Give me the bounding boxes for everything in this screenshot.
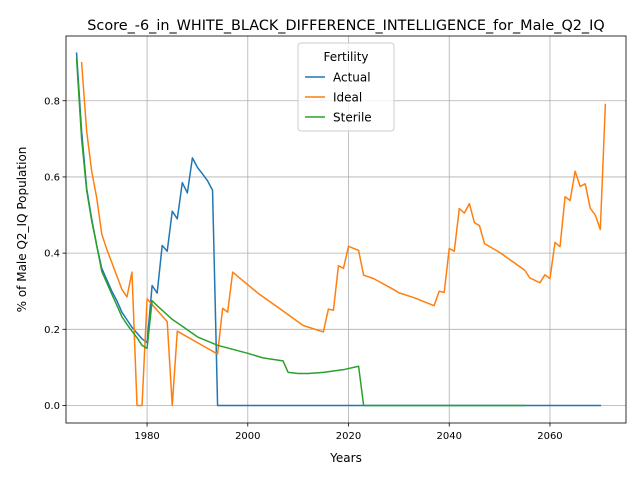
- legend-title: Fertility: [323, 50, 368, 64]
- legend-box: [297, 42, 395, 132]
- y-tick-label: 0.2: [44, 325, 60, 336]
- x-tick-label: 2060: [537, 431, 562, 442]
- x-tick-label: 2000: [235, 431, 260, 442]
- plot-lines: [75, 52, 607, 407]
- legend-label-sterile: Sterile: [333, 110, 372, 124]
- chart-title: Score_-6_in_WHITE_BLACK_DIFFERENCE_INTEL…: [87, 18, 604, 34]
- legend-label-actual: Actual: [333, 70, 371, 84]
- x-axis-label: Years: [329, 451, 362, 465]
- y-tick-label: 0.4: [44, 249, 60, 260]
- series-line-sterile: [75, 58, 526, 407]
- legend-label-ideal: Ideal: [333, 90, 362, 104]
- x-tick-label: 1980: [134, 431, 159, 442]
- axis-ticks: 1980 2000 2020 2040 2060 0.0 0.2 0.4 0.6 0.8: [44, 96, 563, 442]
- series-line-ideal: [80, 61, 607, 407]
- y-axis-label: % of Male Q2_IQ Population: [15, 147, 29, 313]
- x-tick-label: 2040: [437, 431, 462, 442]
- y-tick-label: 0.0: [44, 401, 60, 412]
- plot-area-frame: [65, 35, 627, 424]
- y-tick-label: 0.6: [44, 173, 60, 184]
- legend: Fertility Actual Ideal Sterile: [297, 42, 395, 132]
- x-tick-label: 2020: [336, 431, 361, 442]
- y-tick-label: 0.8: [44, 96, 60, 107]
